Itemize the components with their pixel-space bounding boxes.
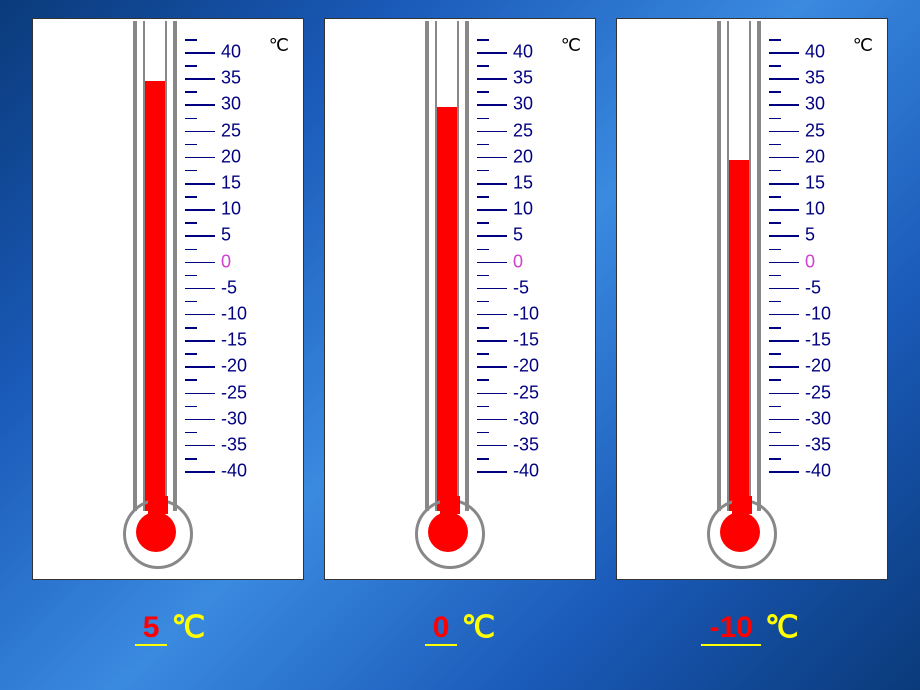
scale-label: -15	[221, 330, 247, 351]
scale-label: 15	[513, 173, 533, 194]
reading-caption: 0℃	[325, 610, 595, 645]
scale-label: -40	[221, 461, 247, 482]
scale-label: 40	[221, 42, 241, 63]
scale-label: -25	[221, 382, 247, 403]
scale-label: 0	[221, 251, 231, 272]
reading-value: 0	[425, 611, 458, 646]
scale-label: 20	[513, 146, 533, 167]
reading-value: 5	[135, 611, 168, 646]
thermometer-tube	[717, 21, 761, 511]
scale-label: 5	[221, 225, 231, 246]
thermometer-bulb	[707, 499, 777, 569]
unit-label: ℃	[269, 35, 289, 56]
scale-label: -25	[805, 382, 831, 403]
reading-value: -10	[701, 611, 760, 646]
scale-label: 20	[221, 146, 241, 167]
scale-label: -10	[513, 303, 539, 324]
thermometer-bulb	[415, 499, 485, 569]
scale-label: 10	[221, 199, 241, 220]
scale-label: -30	[513, 408, 539, 429]
thermometer-card: ℃ 40 35 30 25 20 15 10 5 0 -5 -10 -15 -20 -25 -30 -35 -40	[616, 18, 888, 580]
mercury-column	[437, 107, 457, 511]
thermometer-card: ℃ 40 35 30 25 20 15 10 5 0 -5 -10 -15 -20 -25 -30 -35 -40	[324, 18, 596, 580]
scale-label: 25	[221, 120, 241, 141]
scale-label: -40	[805, 461, 831, 482]
reading-unit: ℃	[765, 611, 799, 644]
scale-label: 35	[221, 68, 241, 89]
thermometer-bulb	[123, 499, 193, 569]
scale-label: 15	[221, 173, 241, 194]
scale-label: -15	[805, 330, 831, 351]
scale-label: -5	[513, 277, 529, 298]
scale-label: -5	[221, 277, 237, 298]
unit-label: ℃	[561, 35, 581, 56]
scale-label: 35	[513, 68, 533, 89]
reading-caption: -10℃	[615, 610, 885, 645]
scale-label: -30	[221, 408, 247, 429]
scale-label: 10	[513, 199, 533, 220]
scale-label: -5	[805, 277, 821, 298]
reading-unit: ℃	[461, 611, 495, 644]
scale-label: 25	[805, 120, 825, 141]
scale-label: 5	[513, 225, 523, 246]
scale-label: -35	[221, 434, 247, 455]
scale-label: 15	[805, 173, 825, 194]
scale-label: -15	[513, 330, 539, 351]
scale-label: -40	[513, 461, 539, 482]
thermometer-card: ℃ 40 35 30 25 20 15 10 5 0 -5 -10 -15 -20 -25 -30 -35 -40	[32, 18, 304, 580]
mercury-column	[729, 160, 749, 511]
mercury-column	[145, 81, 165, 511]
thermometer-tube	[425, 21, 469, 511]
scale-label: -35	[513, 434, 539, 455]
scale-label: -20	[221, 356, 247, 377]
scale-label: 5	[805, 225, 815, 246]
scale-label: 30	[221, 94, 241, 115]
scale-label: 10	[805, 199, 825, 220]
reading-caption: 5℃	[35, 610, 305, 645]
scale-label: -35	[805, 434, 831, 455]
scale-label: 40	[805, 42, 825, 63]
scale-label: 0	[513, 251, 523, 272]
scale-label: 25	[513, 120, 533, 141]
scale-label: -10	[221, 303, 247, 324]
scale-label: -10	[805, 303, 831, 324]
scale-label: -30	[805, 408, 831, 429]
scale-label: -25	[513, 382, 539, 403]
scale-label: 35	[805, 68, 825, 89]
reading-unit: ℃	[171, 611, 205, 644]
scale-label: 30	[513, 94, 533, 115]
scale-label: 40	[513, 42, 533, 63]
unit-label: ℃	[853, 35, 873, 56]
scale-label: -20	[513, 356, 539, 377]
scale-label: -20	[805, 356, 831, 377]
thermometer-tube	[133, 21, 177, 511]
scale-label: 30	[805, 94, 825, 115]
scale-label: 20	[805, 146, 825, 167]
scale-label: 0	[805, 251, 815, 272]
